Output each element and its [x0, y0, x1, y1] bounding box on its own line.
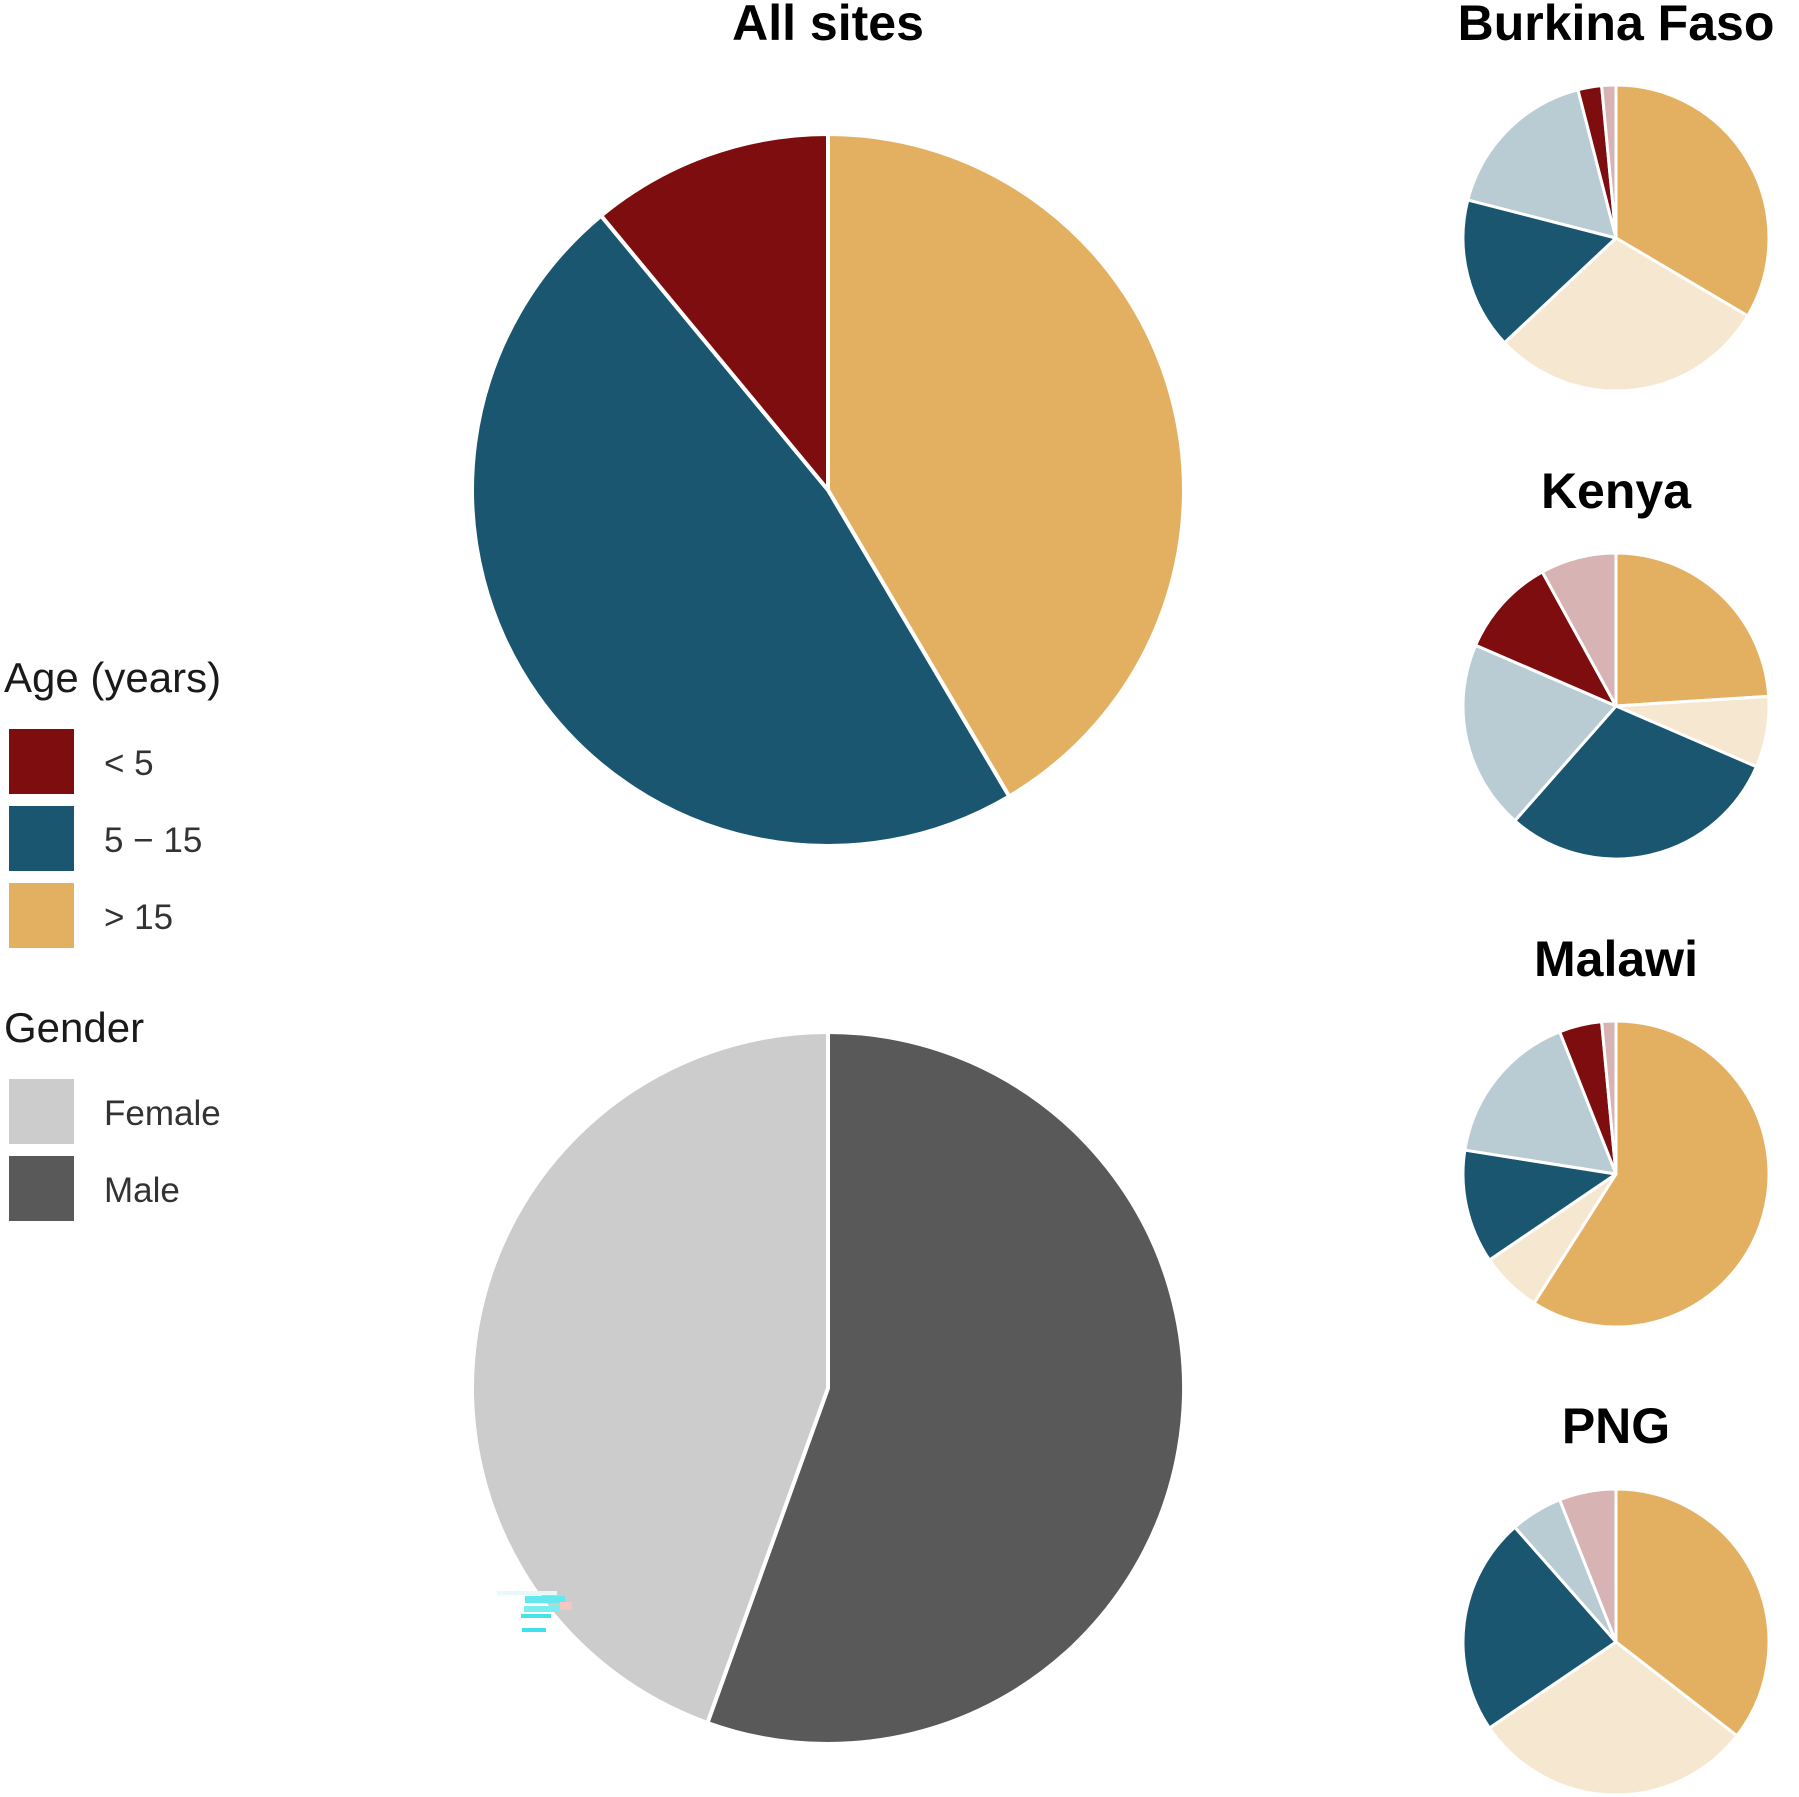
legend-swatch-lt5: [9, 729, 74, 794]
legend-gender: Gender Female Male: [4, 1004, 221, 1221]
legend-swatch-5-15: [9, 806, 74, 871]
legend-label-5-15: 5 − 15: [104, 821, 202, 860]
pie-slice-age-gt15-male: [1614, 551, 1771, 708]
artifact-mark: [497, 1591, 557, 1595]
artifact-marks: [497, 1591, 572, 1632]
pie-slice-age-gt15: [826, 132, 1186, 799]
pie-slice-age-5-15-female: [1466, 88, 1618, 240]
pie-slice-age-gt15-male: [1614, 83, 1771, 318]
pie-slice-age-5-15-female: [1463, 1030, 1618, 1176]
artifact-mark: [524, 1606, 560, 1612]
pie-slice-age-lt5: [599, 132, 830, 492]
legend-age-title: Age (years): [4, 654, 221, 701]
pie-burkina-faso: [1461, 83, 1771, 393]
pie-slice-age-gt15-female: [1502, 236, 1750, 393]
legend-label-gt15: > 15: [104, 898, 173, 937]
pie-all-sites-gender: [470, 1030, 1186, 1746]
pie-png: [1461, 1487, 1771, 1797]
pie-slice-age-gt15-male: [1532, 1019, 1771, 1329]
pie-slice-age-5-15-female: [1461, 643, 1618, 823]
legend-swatch-female: [9, 1079, 74, 1144]
title-png: PNG: [1562, 1398, 1670, 1454]
pie-slice-age-gt15-female: [1487, 1640, 1739, 1797]
artifact-mark: [525, 1596, 565, 1603]
artifact-mark: [560, 1602, 572, 1610]
pie-all-sites-age: [470, 132, 1186, 848]
pie-slice-age-5-15-male: [1461, 1148, 1618, 1262]
title-all-sites: All sites: [732, 0, 924, 51]
legend-swatch-gt15: [9, 883, 74, 948]
pie-slice-age-lt5-female: [1600, 83, 1618, 240]
legend-label-lt5: < 5: [104, 744, 154, 783]
pie-slice-age-5-15-male: [1461, 198, 1618, 345]
title-burkina-faso: Burkina Faso: [1458, 0, 1775, 51]
legend-label-male: Male: [104, 1171, 180, 1210]
legend-label-female: Female: [104, 1094, 221, 1133]
artifact-mark: [522, 1628, 546, 1632]
pie-slice-age-lt5-male: [1474, 570, 1618, 708]
pie-slice-age-5-15: [470, 213, 1012, 848]
title-malawi: Malawi: [1534, 931, 1698, 987]
pie-slice-age-lt5-female: [1600, 1019, 1618, 1176]
pie-slice-age-5-15-male: [1513, 704, 1758, 861]
pie-slice-male: [705, 1030, 1186, 1746]
pie-slice-age-gt15-male: [1614, 1487, 1771, 1738]
pie-slice-age-lt5-female: [1540, 551, 1618, 708]
pie-slice-female: [470, 1030, 830, 1725]
legend-gender-title: Gender: [4, 1004, 144, 1051]
pie-kenya: [1461, 551, 1771, 861]
pie-slice-age-lt5-female: [1558, 1487, 1618, 1644]
title-kenya: Kenya: [1541, 463, 1692, 519]
artifact-mark: [521, 1614, 551, 1618]
pie-malawi: [1461, 1019, 1771, 1329]
pie-slice-age-5-15-male: [1461, 1525, 1618, 1730]
legend-age: Age (years) < 5 5 − 15 > 15: [4, 654, 221, 948]
legend-swatch-male: [9, 1156, 74, 1221]
